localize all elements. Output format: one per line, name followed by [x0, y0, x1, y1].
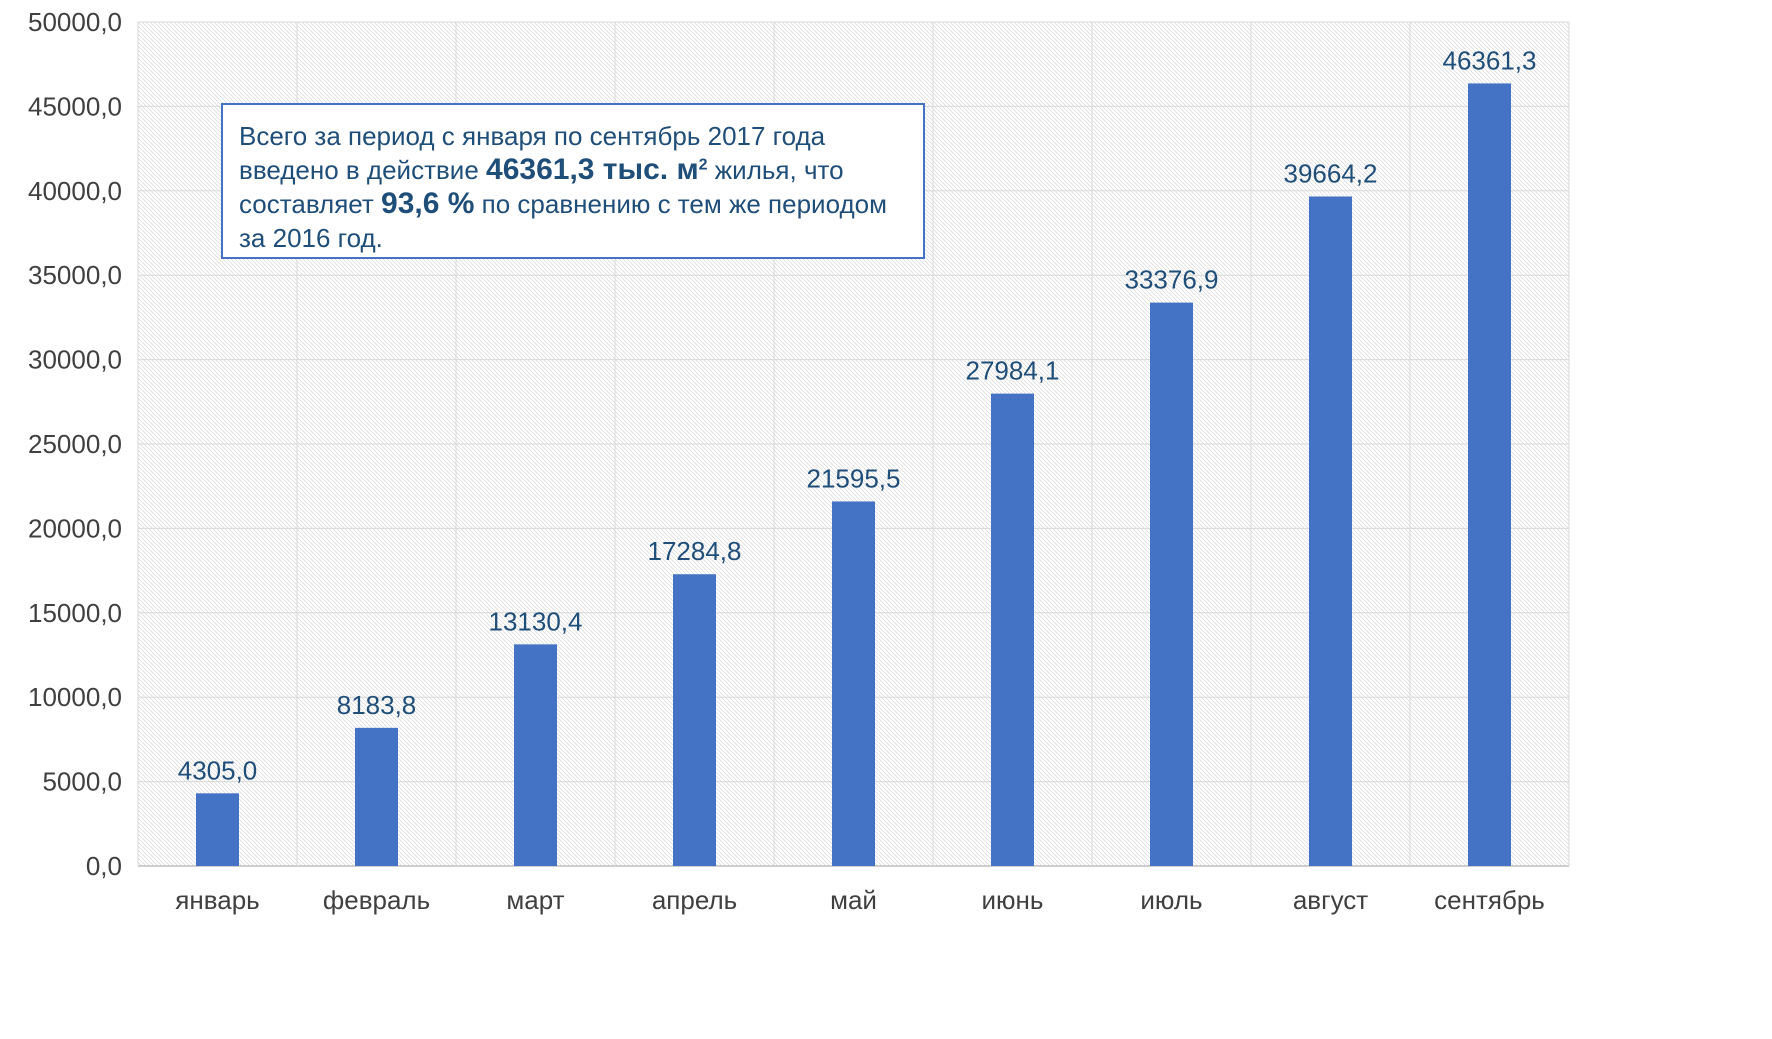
- x-tick-label: май: [830, 885, 877, 915]
- annotation-line-3-end: по сравнению с тем же периодом: [474, 189, 887, 219]
- x-tick-label: февраль: [323, 885, 430, 915]
- data-label: 27984,1: [966, 356, 1060, 386]
- x-tick-label: сентябрь: [1434, 885, 1545, 915]
- x-tick-label: июнь: [982, 885, 1044, 915]
- x-tick-label: январь: [175, 885, 259, 915]
- data-label: 46361,3: [1443, 45, 1537, 75]
- data-label: 21595,5: [807, 463, 901, 493]
- x-axis-tick-labels: январь февраль март апрель май июнь июль август…: [175, 885, 1545, 915]
- bar-8: [1309, 196, 1352, 866]
- annotation-line-3-start: составляет: [239, 189, 382, 219]
- bar-5: [832, 501, 875, 866]
- data-label: 4305,0: [178, 755, 258, 785]
- data-labels: 4305,0 8183,8 13130,4 17284,8 21595,5 27984,1…: [178, 45, 1537, 785]
- y-tick-label: 5000,0: [42, 767, 122, 797]
- data-label: 33376,9: [1125, 265, 1219, 295]
- bar-6: [991, 393, 1034, 866]
- annotation-percent-value: 93,6 %: [381, 187, 475, 220]
- bar-3: [514, 644, 557, 866]
- x-tick-label: август: [1293, 885, 1368, 915]
- bar-2: [355, 727, 398, 866]
- y-tick-label: 30000,0: [28, 345, 122, 375]
- data-label: 39664,2: [1284, 158, 1378, 188]
- bar-7: [1150, 302, 1193, 867]
- y-tick-label: 10000,0: [28, 682, 122, 712]
- y-tick-label: 35000,0: [28, 260, 122, 290]
- y-axis-tick-labels: 0,0 5000,0 10000,0 15000,0 20000,0 25000,0 300…: [28, 7, 122, 881]
- bar-9: [1468, 83, 1511, 866]
- y-tick-label: 50000,0: [28, 7, 122, 37]
- y-tick-label: 25000,0: [28, 429, 122, 459]
- annotation-unit-superscript: 2: [698, 156, 708, 174]
- y-tick-label: 20000,0: [28, 513, 122, 543]
- annotation-total-value: 46361,3 тыс. м: [486, 153, 699, 186]
- x-tick-label: апрель: [652, 885, 737, 915]
- bar-4: [673, 574, 716, 866]
- annotation-box: Всего за период с января по сентябрь 201…: [221, 103, 925, 259]
- data-label: 17284,8: [648, 536, 742, 566]
- x-tick-label: июль: [1140, 885, 1202, 915]
- data-label: 8183,8: [337, 690, 417, 720]
- bar-series: [196, 83, 1511, 867]
- annotation-line-2-end: жилья, что: [707, 155, 844, 185]
- y-tick-label: 15000,0: [28, 598, 122, 628]
- annotation-line-1: Всего за период с января по сентябрь 201…: [239, 121, 826, 151]
- annotation-line-2-start: введено в действие: [239, 155, 487, 185]
- bar-1: [196, 793, 239, 866]
- y-tick-label: 0,0: [86, 851, 122, 881]
- annotation-line-4: за 2016 год.: [239, 223, 383, 253]
- y-tick-label: 40000,0: [28, 176, 122, 206]
- data-label: 13130,4: [489, 606, 583, 636]
- y-tick-label: 45000,0: [28, 91, 122, 121]
- x-tick-label: март: [506, 885, 564, 915]
